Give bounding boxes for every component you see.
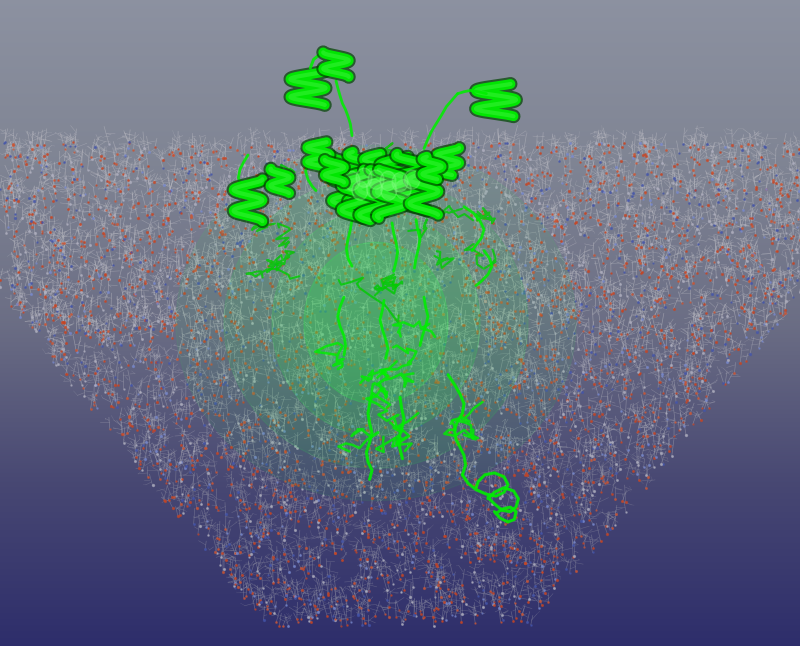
- Ellipse shape: [399, 164, 425, 195]
- Ellipse shape: [356, 168, 372, 187]
- Ellipse shape: [344, 171, 360, 191]
- Ellipse shape: [362, 173, 387, 204]
- Ellipse shape: [224, 178, 528, 468]
- Ellipse shape: [352, 181, 368, 200]
- Ellipse shape: [339, 165, 365, 196]
- Ellipse shape: [390, 174, 416, 205]
- Ellipse shape: [375, 165, 401, 196]
- Ellipse shape: [176, 145, 576, 501]
- Ellipse shape: [404, 170, 420, 189]
- Ellipse shape: [368, 170, 384, 189]
- Ellipse shape: [363, 164, 389, 195]
- Ellipse shape: [381, 181, 397, 200]
- Ellipse shape: [376, 175, 402, 206]
- Ellipse shape: [387, 167, 413, 198]
- Ellipse shape: [366, 179, 382, 198]
- Ellipse shape: [380, 171, 396, 191]
- Ellipse shape: [304, 242, 448, 404]
- Ellipse shape: [347, 175, 373, 206]
- Ellipse shape: [351, 162, 377, 193]
- Ellipse shape: [395, 180, 411, 199]
- Ellipse shape: [392, 172, 408, 192]
- Ellipse shape: [272, 210, 480, 436]
